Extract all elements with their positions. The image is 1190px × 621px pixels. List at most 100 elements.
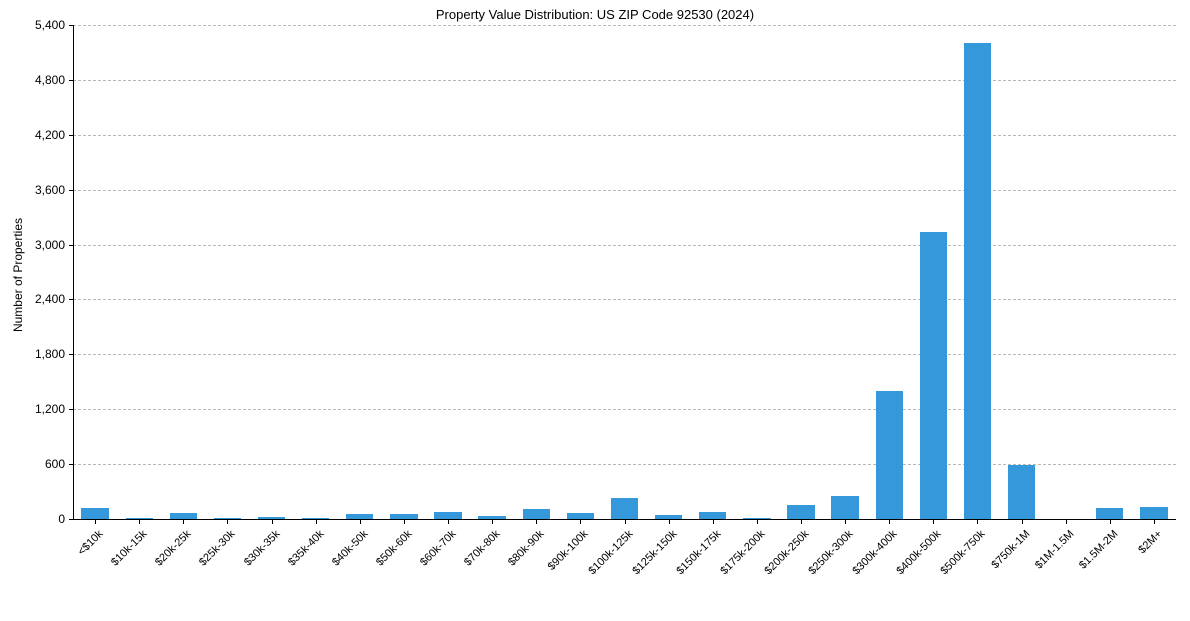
- y-tick-mark: [69, 409, 73, 411]
- x-tick-label: $1.5M-2M: [1076, 528, 1121, 572]
- gridline: [73, 409, 1176, 411]
- gridline: [73, 244, 1176, 246]
- x-tick-label: $1M-1.5M: [1032, 528, 1077, 572]
- y-tick-mark: [69, 25, 73, 26]
- bar[interactable]: [875, 390, 903, 519]
- bar[interactable]: [81, 508, 109, 519]
- x-tick-label: $175k-200k: [718, 528, 768, 578]
- bar[interactable]: [1096, 507, 1124, 519]
- bar[interactable]: [125, 517, 153, 519]
- y-tick-label: 5,400: [34, 18, 65, 32]
- y-tick-label: 3,600: [34, 182, 65, 197]
- x-tick-label: $250k-300k: [806, 528, 856, 578]
- plot-background: [73, 25, 1176, 519]
- x-tick-label: $400k-500k: [894, 528, 944, 578]
- x-tick-mark: [95, 519, 97, 524]
- bar[interactable]: [346, 513, 374, 519]
- y-tick-mark: [69, 134, 73, 136]
- x-tick-label: $150k-175k: [674, 528, 724, 578]
- y-tick-mark: [69, 519, 73, 520]
- x-tick-mark: [359, 519, 361, 524]
- bar[interactable]: [699, 512, 727, 519]
- x-tick-mark: [800, 519, 802, 524]
- x-tick-label: $100k-125k: [585, 528, 635, 578]
- bar[interactable]: [831, 495, 859, 519]
- x-tick-mark: [889, 519, 891, 524]
- y-tick-label: 0: [58, 512, 65, 526]
- x-tick-mark: [845, 519, 847, 524]
- chart-figure: Property Value Distribution: US ZIP Code…: [11, 7, 1176, 577]
- bar[interactable]: [257, 516, 286, 519]
- bar[interactable]: [434, 512, 462, 519]
- x-tick-mark: [933, 519, 935, 524]
- x-tick-mark: [1153, 519, 1155, 524]
- x-tick-label: $2M+: [1136, 528, 1165, 557]
- x-tick-mark: [668, 519, 670, 524]
- y-axis-line: [73, 25, 74, 519]
- x-tick-mark: [139, 519, 141, 524]
- gridline: [73, 354, 1176, 356]
- x-tick-label: $125k-150k: [629, 528, 680, 578]
- x-tick-mark: [1109, 519, 1111, 524]
- x-tick-mark: [315, 519, 317, 524]
- x-tick-mark: [977, 519, 979, 524]
- x-tick-label: $750k-1M: [988, 528, 1033, 572]
- x-tick-mark: [271, 519, 273, 524]
- x-tick-mark: [1021, 519, 1023, 524]
- bar[interactable]: [1007, 465, 1036, 519]
- x-tick-mark: [624, 519, 626, 524]
- bar[interactable]: [787, 504, 815, 519]
- gridline: [73, 79, 1176, 81]
- plot-area: [73, 25, 1176, 519]
- x-tick-label: <$10k: [75, 528, 106, 558]
- x-tick-label: $90k-100k: [546, 528, 591, 573]
- x-tick-label: $20k-25k: [153, 528, 194, 569]
- bar[interactable]: [743, 517, 771, 519]
- x-tick-mark: [536, 519, 538, 524]
- bar[interactable]: [654, 514, 683, 519]
- y-tick-mark: [69, 244, 73, 246]
- x-tick-mark: [712, 519, 714, 524]
- bar[interactable]: [919, 231, 947, 519]
- y-tick-mark: [69, 299, 73, 301]
- y-tick-mark: [69, 79, 73, 81]
- y-tick-mark: [69, 189, 73, 191]
- x-tick-label: $200k-250k: [762, 528, 812, 578]
- y-tick-label: 600: [44, 457, 65, 472]
- bar[interactable]: [566, 513, 595, 519]
- y-tick-label: 4,800: [34, 72, 65, 87]
- y-tick-mark: [69, 354, 73, 356]
- chart-title: Property Value Distribution: US ZIP Code…: [435, 7, 755, 22]
- bar[interactable]: [213, 517, 242, 519]
- x-tick-label: $50k-60k: [373, 528, 415, 569]
- gridline: [73, 25, 1176, 26]
- x-tick-mark: [403, 519, 405, 524]
- x-tick-label: $40k-50k: [329, 528, 371, 569]
- y-tick-label: 3,000: [34, 237, 65, 252]
- x-tick-label: $25k-30k: [197, 528, 238, 569]
- bar[interactable]: [610, 497, 639, 519]
- x-tick-label: $70k-80k: [462, 528, 503, 569]
- bar[interactable]: [301, 517, 330, 519]
- bar[interactable]: [390, 514, 418, 519]
- bar[interactable]: [963, 43, 992, 519]
- bar[interactable]: [478, 516, 506, 519]
- gridline: [73, 464, 1176, 466]
- gridline: [73, 299, 1176, 301]
- x-tick-mark: [580, 519, 582, 524]
- x-tick-mark: [492, 519, 494, 524]
- x-tick-mark: [756, 519, 758, 524]
- bar[interactable]: [169, 512, 197, 519]
- x-tick-label: $10k-15k: [109, 528, 150, 569]
- x-tick-label: $35k-40k: [285, 528, 327, 569]
- bar[interactable]: [522, 508, 550, 519]
- y-tick-mark: [69, 464, 73, 466]
- gridline: [73, 134, 1176, 136]
- x-tick-label: $80k-90k: [506, 528, 547, 569]
- gridline: [73, 189, 1176, 191]
- x-tick-mark: [1065, 519, 1067, 524]
- x-tick-label: $300k-400k: [850, 528, 900, 578]
- bar[interactable]: [1140, 507, 1168, 519]
- x-tick-mark: [183, 519, 185, 524]
- x-tick-label: $60k-70k: [418, 528, 459, 569]
